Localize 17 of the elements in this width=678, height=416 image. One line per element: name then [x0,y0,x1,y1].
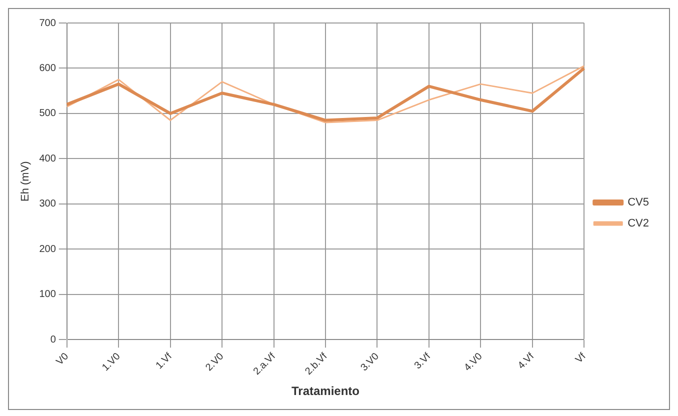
y-tick-label: 700 [39,18,56,29]
y-tick-label: 200 [39,244,56,255]
x-tick-label: Vf [574,351,588,366]
legend-label: CV5 [628,196,650,209]
y-axis-title: Eh (mV) [20,161,32,202]
x-tick-label: 4.Vf [516,351,537,372]
y-tick-label: 0 [50,334,56,346]
legend-label: CV2 [628,218,650,230]
y-tick-label: 100 [39,289,56,300]
y-tick-label: 300 [39,198,56,210]
x-tick-label: 4.V0 [462,350,486,374]
y-tick-label: 500 [39,108,56,120]
x-axis-title: Tratamiento [291,384,360,398]
y-tick-label: 400 [39,153,56,164]
y-tick-label: 600 [39,62,56,74]
x-tick-label: 3.Vf [412,351,434,372]
x-tick-label: V0 [54,350,72,368]
